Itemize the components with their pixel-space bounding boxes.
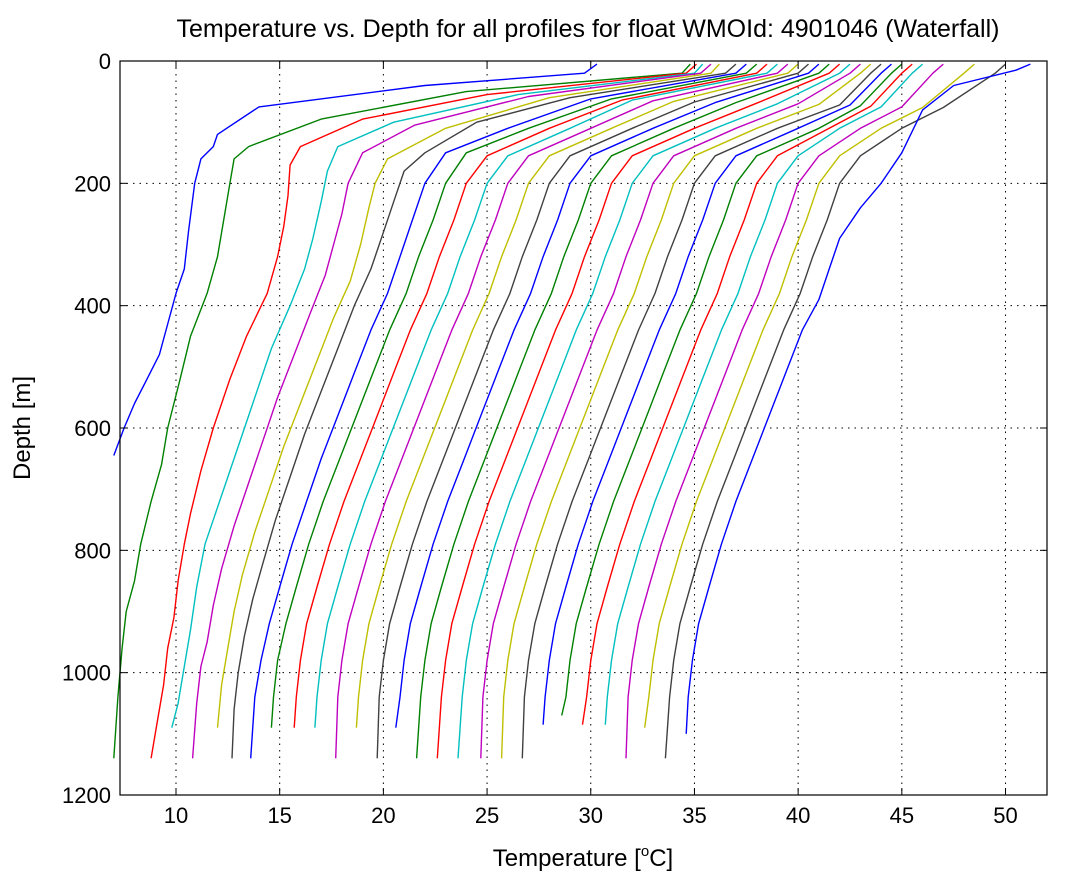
x-tick-label: 15 (267, 803, 291, 828)
y-tick-label: 200 (74, 171, 111, 196)
y-tick-label: 1200 (62, 783, 111, 808)
y-tick-label: 0 (99, 49, 111, 74)
profile-line-12 (335, 63, 789, 759)
profile-line-29 (685, 63, 1031, 734)
profile-line-23 (561, 63, 903, 716)
profile-line-19 (480, 63, 861, 759)
profile-line-8 (250, 63, 747, 759)
profile-line-20 (500, 63, 872, 759)
profile-line-27 (644, 63, 975, 728)
profile-line-1 (113, 63, 598, 456)
profile-line-4 (171, 63, 704, 728)
x-axis-label-main: Temperature [ (493, 845, 641, 872)
profile-line-21 (521, 63, 882, 759)
x-tick-label: 35 (682, 803, 706, 828)
profile-line-16 (415, 63, 830, 759)
y-tick-label: 1000 (62, 661, 111, 686)
y-tick-label: 600 (74, 416, 111, 441)
x-tick-label: 25 (475, 803, 499, 828)
profile-line-22 (542, 63, 892, 725)
y-axis-label: Depth [m] (9, 376, 36, 480)
x-axis-label: Temperature [oC] (493, 843, 673, 872)
profile-line-7 (231, 63, 737, 759)
x-tick-label: 10 (164, 803, 188, 828)
y-tick-label: 400 (74, 294, 111, 319)
profile-line-3 (150, 63, 697, 759)
profile-line-15 (395, 63, 820, 728)
profile-line-11 (314, 63, 778, 728)
x-tick-label: 50 (993, 803, 1017, 828)
y-axis-ticks: 0 200 400 600 800 1000 1200 (62, 49, 1047, 808)
profile-line-24 (581, 63, 913, 725)
profile-line-2 (113, 63, 691, 759)
x-axis-ticks: 10 15 20 25 30 35 40 45 50 (164, 61, 1018, 828)
profile-line-5 (191, 63, 712, 759)
profile-line-26 (625, 63, 944, 759)
profile-line-9 (270, 63, 758, 728)
profile-line-18 (457, 63, 851, 759)
x-tick-label: 40 (786, 803, 810, 828)
profile-line-13 (355, 63, 799, 728)
profile-line-6 (216, 63, 720, 728)
grid-lines (120, 61, 1047, 795)
profile-line-28 (664, 63, 1006, 759)
x-tick-label: 20 (371, 803, 395, 828)
profile-line-25 (604, 63, 924, 725)
chart-title: Temperature vs. Depth for all profiles f… (176, 15, 999, 43)
x-tick-label: 45 (890, 803, 914, 828)
profile-line-17 (436, 63, 841, 759)
x-axis-label-unit: C] (649, 845, 673, 872)
x-tick-label: 30 (579, 803, 603, 828)
x-axis-label-superscript: o (641, 843, 649, 860)
profile-line-10 (293, 63, 768, 728)
profile-lines (113, 63, 1031, 759)
y-tick-label: 800 (74, 538, 111, 563)
profile-line-14 (376, 63, 809, 759)
